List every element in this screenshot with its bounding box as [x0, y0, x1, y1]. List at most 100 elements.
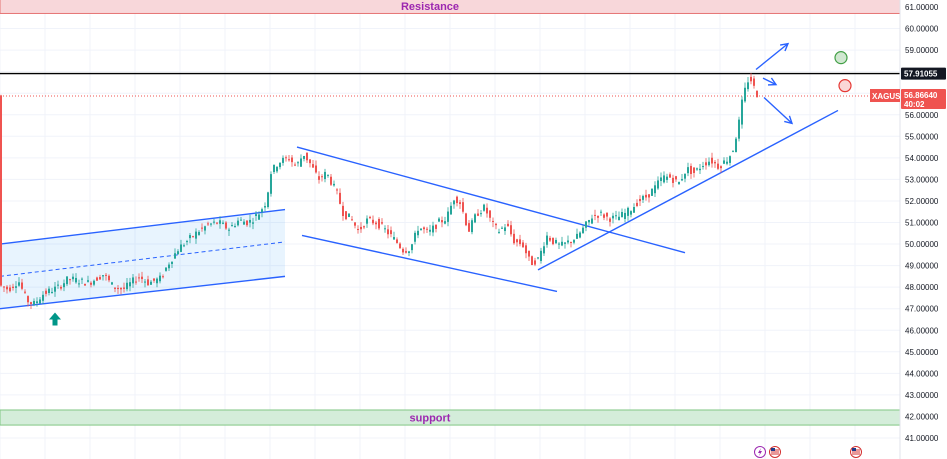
candle-body [735, 138, 737, 153]
candle-body [24, 291, 26, 293]
candle-body [696, 168, 698, 170]
candle-body [360, 226, 362, 230]
y-tick-label: 43.00000 [905, 391, 939, 400]
candle-body [111, 282, 113, 285]
y-tick-label: 52.00000 [905, 197, 939, 206]
candle-body [435, 224, 437, 229]
candle-body [693, 167, 695, 173]
candle-body [570, 242, 572, 244]
candle-body [84, 283, 86, 286]
candle-body [711, 157, 713, 164]
candle-body [135, 281, 137, 283]
trendlines[interactable] [0, 109, 839, 310]
candle-body [165, 267, 167, 271]
y-tick-label: 47.00000 [905, 305, 939, 314]
candle-body [90, 282, 92, 285]
candle-body [651, 188, 653, 196]
candle-body [411, 244, 413, 251]
candlesticks [0, 73, 758, 309]
candle-body [150, 281, 152, 285]
y-tick-label: 48.00000 [905, 283, 939, 292]
arrow-small-right-head[interactable] [767, 77, 778, 86]
candle-body [192, 236, 194, 238]
candle-body [63, 283, 65, 288]
projection-arrows[interactable] [755, 42, 794, 125]
candle-body [432, 225, 434, 233]
candle-body [756, 91, 758, 98]
candle-body [12, 286, 14, 289]
candle-body [21, 282, 23, 289]
candle-body [282, 157, 284, 163]
candle-body [639, 198, 641, 202]
candle-body [168, 264, 170, 269]
candle-body [720, 166, 722, 169]
candle-body [444, 221, 446, 224]
candle-body [426, 228, 428, 230]
candle-body [534, 260, 536, 265]
candle-body [531, 256, 533, 266]
channel-upper[interactable] [0, 208, 286, 245]
candle-body [603, 214, 605, 218]
candle-body [18, 282, 20, 286]
candle-body [462, 202, 464, 212]
wedge-upper[interactable] [296, 146, 686, 254]
candle-body [456, 196, 458, 204]
candle-body [126, 282, 128, 290]
candle-body [585, 221, 587, 228]
candle-body [654, 185, 656, 194]
candle-body [420, 228, 422, 231]
candle-body [405, 251, 407, 253]
y-tick-label: 60.00000 [905, 25, 939, 34]
candle-body [471, 220, 473, 233]
horizontal-lines [0, 72, 900, 97]
candle-body [378, 218, 380, 229]
arrow-down[interactable] [763, 96, 793, 124]
candle-body [582, 227, 584, 234]
candle-body [552, 237, 554, 245]
candle-body [630, 211, 632, 215]
channel-mid[interactable] [0, 241, 286, 277]
candle-body [30, 302, 32, 304]
candle-body [450, 205, 452, 215]
resistance-label: Resistance [401, 1, 459, 13]
candle-body [609, 218, 611, 222]
candle-body [708, 161, 710, 166]
candle-body [270, 174, 272, 194]
candle-body [300, 158, 302, 167]
candle-body [228, 229, 230, 231]
candle-body [117, 287, 119, 290]
y-tick-label: 44.00000 [905, 369, 939, 378]
candle-body [45, 290, 47, 294]
candle-body [312, 164, 314, 168]
candle-body [567, 240, 569, 243]
y-tick-label: 61.00000 [905, 3, 939, 12]
candle-body [0, 95, 2, 286]
arrow-up[interactable] [755, 43, 789, 71]
rising-support[interactable] [537, 109, 839, 271]
candle-body [375, 222, 377, 225]
candle-body [543, 246, 545, 254]
channel-lower[interactable] [0, 275, 286, 310]
candle-body [15, 286, 17, 288]
arrow-up-head[interactable] [780, 42, 790, 52]
candle-body [525, 245, 527, 254]
arrow-small-right[interactable] [762, 77, 777, 86]
flash-icon-glyph [758, 448, 762, 456]
candle-body [741, 99, 743, 125]
candle-body [555, 239, 557, 244]
arrow-down-head[interactable] [784, 115, 794, 125]
high-price-tag-text: 57.91055 [904, 70, 938, 79]
wedge-lower[interactable] [301, 234, 558, 293]
candle-body [120, 287, 122, 290]
candle-body [189, 235, 191, 239]
candle-body [102, 275, 104, 277]
candle-body [306, 152, 308, 161]
candle-body [207, 223, 209, 225]
symbol-tag-text: XAGUSD [872, 92, 906, 101]
candle-body [393, 237, 395, 240]
candle-body [438, 218, 440, 222]
candle-body [372, 219, 374, 224]
candle-body [87, 280, 89, 282]
candle-body [324, 171, 326, 180]
